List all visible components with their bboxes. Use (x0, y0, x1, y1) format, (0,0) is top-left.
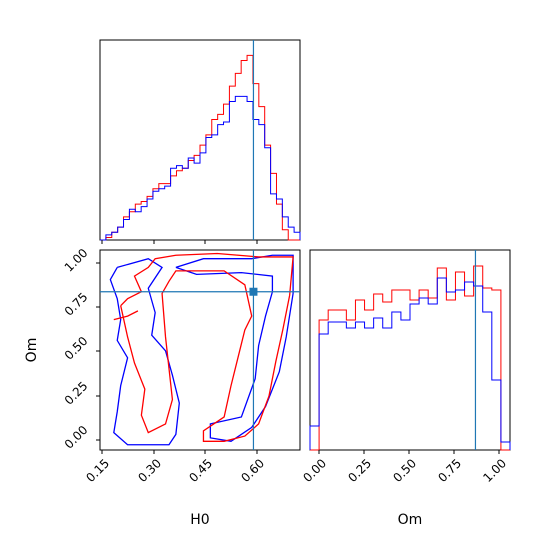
joint-x-tick-label: 0.30 (135, 456, 164, 485)
om-marginal-histograms (309, 265, 511, 451)
om-x-tick-label: 0.75 (435, 456, 464, 485)
h0-marginal-frame (99, 39, 301, 241)
joint-contour-series-1-1 (113, 310, 139, 321)
h0-histogram-series-1 (100, 95, 301, 241)
joint-y-tick-label: 0.75 (62, 290, 91, 319)
joint-y-tick-label: 0.00 (62, 423, 91, 452)
h0-histogram-series-0 (100, 54, 300, 241)
om-marginal-x-ticks: 0.00 0.25 0.50 0.75 1.00 (300, 450, 509, 485)
joint-panel: 0.15 0.30 0.45 0.60 0.00 0.25 0.50 0.75 … (24, 246, 301, 528)
joint-y-tick-label: 0.25 (62, 379, 91, 408)
joint-x-ticks: 0.15 0.30 0.45 0.60 (83, 450, 267, 485)
om-histogram-series-0 (310, 265, 510, 451)
h0-marginal-histograms (100, 54, 301, 241)
joint-contour-series-0-0 (109, 257, 180, 446)
h0-marginal-ticks (101, 240, 258, 244)
om-x-tick-label: 0.50 (390, 456, 419, 485)
joint-contour-series-1-0 (120, 252, 294, 442)
om-marginal-panel: 0.00 0.25 0.50 0.75 1.00 Om (300, 249, 511, 528)
joint-contours (109, 252, 294, 446)
joint-y-axis-label: Om (24, 338, 40, 363)
om-marginal-frame (309, 249, 511, 451)
joint-y-tick-label: 1.00 (62, 246, 91, 275)
joint-y-tick-label: 0.50 (62, 334, 91, 363)
om-x-tick-label: 1.00 (480, 456, 509, 485)
joint-x-tick-label: 0.15 (83, 456, 112, 485)
om-x-axis-label: Om (398, 512, 423, 528)
joint-y-ticks: 0.00 0.25 0.50 0.75 1.00 (62, 246, 100, 452)
om-histogram-series-1 (309, 277, 511, 450)
joint-contour-series-0-1 (175, 254, 294, 442)
om-x-tick-label: 0.00 (300, 456, 329, 485)
joint-x-tick-label: 0.60 (238, 456, 267, 485)
joint-frame (99, 249, 301, 451)
joint-x-tick-label: 0.45 (186, 456, 215, 485)
om-x-tick-label: 0.25 (345, 456, 374, 485)
joint-truth-marker (249, 287, 258, 296)
joint-x-axis-label: H0 (190, 512, 209, 528)
h0-marginal-panel (99, 39, 301, 244)
